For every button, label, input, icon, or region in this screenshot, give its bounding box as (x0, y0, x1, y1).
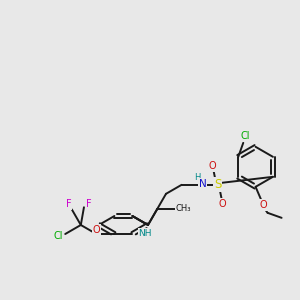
Text: Cl: Cl (53, 231, 63, 241)
Text: O: O (219, 199, 226, 209)
Text: F: F (66, 200, 72, 209)
Text: NH: NH (138, 229, 152, 238)
Text: O: O (209, 161, 216, 171)
Text: S: S (214, 178, 221, 191)
Text: O: O (260, 200, 267, 210)
Text: O: O (93, 225, 100, 235)
Text: CH₃: CH₃ (175, 204, 191, 213)
Text: H: H (194, 173, 201, 182)
Text: Cl: Cl (241, 131, 250, 141)
Text: F: F (86, 199, 92, 209)
Text: N: N (199, 179, 206, 189)
